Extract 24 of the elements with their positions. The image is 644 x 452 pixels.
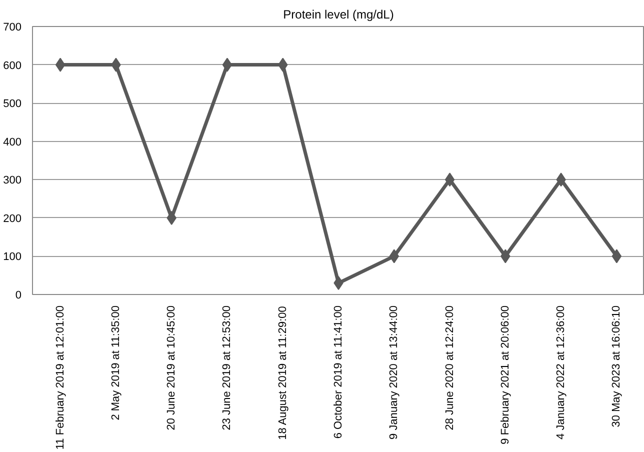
x-tick-label: 6 October 2019 at 11:41:00 (332, 305, 344, 439)
x-tick-label: 30 May 2023 at 16:06:10 (610, 305, 623, 428)
point (55, 58, 66, 72)
x-tick-label: 9 January 2020 at 13:44:00 (388, 305, 400, 440)
point (612, 249, 622, 264)
y-tick-label: 0 (15, 290, 22, 302)
x-tick-label: 20 June 2019 at 10:45:00 (166, 305, 178, 430)
y-tick-label: 100 (3, 251, 22, 264)
x-tick-label: 9 February 2021 at 20:06:00 (499, 305, 512, 444)
x-tick-label: 4 January 2022 at 12:36:00 (555, 305, 568, 440)
point (444, 172, 455, 187)
y-tick-label: 200 (3, 212, 22, 225)
y-tick-label: 600 (3, 60, 22, 72)
y-tick-label: 700 (3, 22, 22, 34)
y-tick-label: 400 (3, 136, 22, 148)
y-tick-label: 300 (3, 174, 22, 187)
x-tick-label: 2 May 2019 at 11:35:00 (110, 305, 122, 420)
x-tick-label: 28 June 2020 at 12:24:00 (444, 305, 456, 430)
y-tick-label: 500 (3, 98, 22, 110)
chart-title: Protein level (mg/dL) (283, 8, 394, 22)
point (222, 58, 232, 72)
x-tick-label: 11 February 2019 at 12:01:00 (54, 306, 66, 450)
x-tick-label: 18 August 2019 at 11:29:00 (276, 306, 289, 440)
x-tick-label: 23 June 2019 at 12:53:00 (221, 305, 234, 430)
